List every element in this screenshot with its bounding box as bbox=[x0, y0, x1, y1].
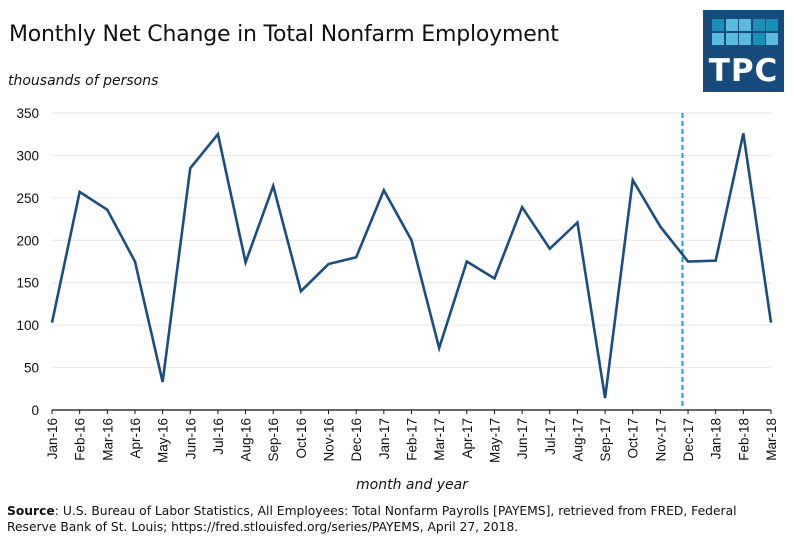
y-tick-label: 50 bbox=[24, 361, 39, 376]
logo-square bbox=[752, 33, 765, 45]
logo-square bbox=[766, 33, 778, 45]
series-group bbox=[50, 131, 773, 399]
x-tick-label: Mar-17 bbox=[432, 418, 447, 461]
x-tick-label: Apr-17 bbox=[460, 418, 475, 459]
x-tick-label: Mar-18 bbox=[764, 418, 779, 461]
x-tick-label: Nov-17 bbox=[653, 418, 668, 462]
chart-title: Monthly Net Change in Total Nonfarm Empl… bbox=[9, 22, 559, 47]
x-axis-title: month and year bbox=[356, 477, 468, 493]
logo-square bbox=[739, 19, 751, 31]
y-tick-label: 300 bbox=[16, 148, 39, 163]
x-tick-label: Jul-17 bbox=[543, 418, 558, 455]
gridlines bbox=[52, 112, 771, 369]
logo-square bbox=[725, 19, 738, 31]
tpc-logo: TPC bbox=[703, 10, 784, 92]
x-tick-label: Dec-17 bbox=[681, 418, 696, 462]
y-tick-label: 150 bbox=[16, 276, 39, 291]
series-line bbox=[50, 131, 773, 399]
x-tick-label: Jun-16 bbox=[183, 418, 198, 459]
logo-square bbox=[752, 19, 765, 31]
x-tick-label: Nov-16 bbox=[322, 418, 337, 462]
x-tick-label: Oct-16 bbox=[294, 418, 309, 459]
x-tick-label: Jun-17 bbox=[515, 418, 530, 459]
y-tick-label: 0 bbox=[31, 403, 39, 418]
y-axis-unit-label: thousands of persons bbox=[8, 73, 159, 89]
y-tick-label: 250 bbox=[16, 191, 39, 206]
x-axis: Jan-16 Feb-16 Mar-16 Apr-16 May-16 Jun-16 Jul-… bbox=[45, 409, 779, 463]
y-tick-label: 200 bbox=[16, 233, 39, 248]
source-text: : U.S. Bureau of Labor Statistics, All E… bbox=[7, 504, 737, 534]
x-tick-label: Oct-17 bbox=[626, 418, 641, 459]
logo-text: TPC bbox=[708, 53, 779, 89]
source-note: Source: U.S. Bureau of Labor Statistics,… bbox=[7, 503, 787, 535]
y-axis-ticks: 0 50 100 150 200 250 300 350 bbox=[16, 106, 39, 418]
x-tick-label: Mar-16 bbox=[100, 418, 115, 461]
x-tick-label: Feb-17 bbox=[405, 418, 420, 461]
logo-square bbox=[712, 33, 724, 45]
x-tick-label: Sep-16 bbox=[266, 418, 281, 462]
x-tick-label: Dec-16 bbox=[349, 418, 364, 462]
x-tick-label: Jul-16 bbox=[211, 418, 226, 455]
source-label: Source bbox=[7, 504, 55, 518]
y-tick-label: 100 bbox=[16, 318, 39, 333]
x-tick-label: Jan-17 bbox=[377, 418, 392, 459]
x-tick-label: Feb-16 bbox=[73, 418, 88, 461]
x-tick-label: Aug-17 bbox=[570, 418, 585, 462]
logo-square bbox=[739, 33, 751, 45]
x-tick-label: Sep-17 bbox=[598, 418, 613, 462]
x-tick-label: Jan-16 bbox=[45, 418, 60, 459]
x-tick-label: Aug-16 bbox=[239, 418, 254, 462]
x-tick-label: Apr-16 bbox=[128, 418, 143, 459]
logo-square bbox=[766, 19, 778, 31]
x-tick-label: May-16 bbox=[156, 418, 171, 463]
y-tick-label: 350 bbox=[16, 106, 39, 121]
logo-square bbox=[725, 33, 738, 45]
x-tick-label: Jan-18 bbox=[709, 418, 724, 459]
x-tick-label: Feb-18 bbox=[736, 418, 751, 461]
logo-square bbox=[712, 19, 724, 31]
x-tick-label: May-17 bbox=[487, 418, 502, 463]
